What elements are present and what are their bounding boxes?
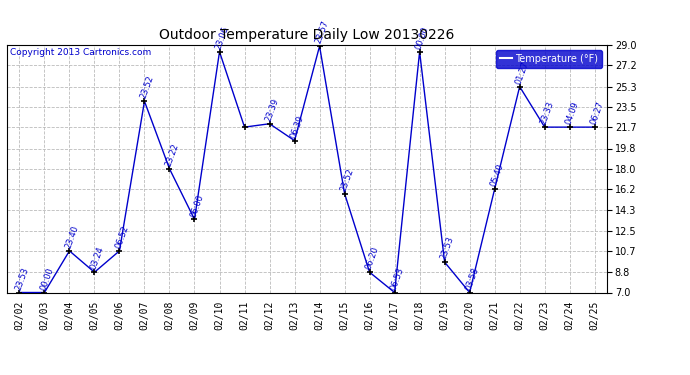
Text: 23:53: 23:53 (439, 236, 455, 261)
Text: 23:52: 23:52 (339, 167, 355, 192)
Text: 05:40: 05:40 (489, 162, 505, 188)
Text: 23:06: 23:06 (213, 25, 230, 51)
Text: 23:22: 23:22 (164, 142, 180, 168)
Text: 04:09: 04:09 (564, 100, 580, 126)
Text: 23:57: 23:57 (313, 20, 331, 45)
Text: 06:00: 06:00 (188, 193, 205, 218)
Text: 23:33: 23:33 (539, 100, 555, 126)
Text: 06:39: 06:39 (288, 114, 305, 140)
Text: 23:52: 23:52 (139, 75, 155, 100)
Text: 06:27: 06:27 (589, 100, 605, 126)
Text: Copyright 2013 Cartronics.com: Copyright 2013 Cartronics.com (10, 48, 151, 57)
Text: 00:00: 00:00 (39, 266, 55, 291)
Text: 06:20: 06:20 (364, 246, 380, 271)
Text: 03:24: 03:24 (88, 246, 105, 271)
Legend: Temperature (°F): Temperature (°F) (496, 50, 602, 68)
Text: 01:27: 01:27 (513, 60, 531, 86)
Text: 06:52: 06:52 (113, 224, 130, 250)
Title: Outdoor Temperature Daily Low 20130226: Outdoor Temperature Daily Low 20130226 (159, 28, 455, 42)
Text: 03:58: 03:58 (464, 266, 480, 291)
Text: 00:00: 00:00 (413, 25, 431, 51)
Text: 23:39: 23:39 (264, 97, 280, 123)
Text: 23:53: 23:53 (13, 266, 30, 291)
Text: 23:40: 23:40 (63, 224, 80, 250)
Text: 06:53: 06:53 (388, 266, 405, 291)
